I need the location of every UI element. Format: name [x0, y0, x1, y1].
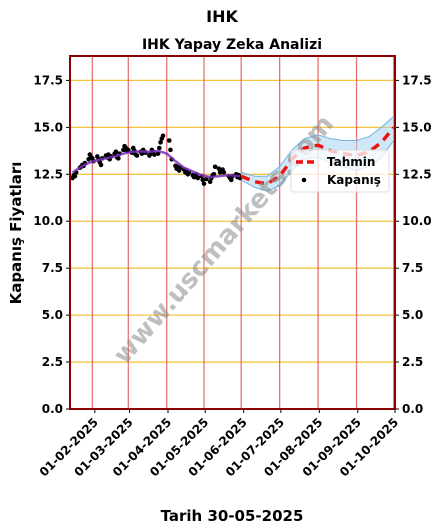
- close-point: [134, 153, 140, 158]
- trend-line: [71, 149, 240, 179]
- close-point: [195, 175, 201, 181]
- close-point: [157, 145, 162, 151]
- close-point: [72, 173, 78, 179]
- series: [70, 126, 396, 186]
- y-tick-label-left: 12.5: [33, 167, 63, 181]
- close-point: [113, 149, 119, 155]
- y-tick-label-right: 15.0: [402, 120, 432, 134]
- y-tick-label-right: 5.0: [402, 308, 423, 322]
- close-point: [116, 156, 121, 161]
- close-point: [228, 177, 234, 183]
- close-point: [212, 164, 218, 170]
- y-tick-label-left: 2.5: [42, 355, 63, 369]
- y-tick-label-left: 10.0: [33, 214, 63, 228]
- close-point: [126, 147, 131, 153]
- close-point: [152, 152, 157, 157]
- y-tick-label-left: 17.5: [33, 73, 63, 87]
- legend-close-label: Kapanış: [327, 173, 381, 187]
- legend-forecast-label: Tahmin: [327, 155, 375, 169]
- close-point: [201, 181, 207, 186]
- chart-title: IHK Yapay Zeka Analizi: [142, 37, 322, 53]
- close-point: [160, 133, 166, 139]
- close-point: [155, 151, 161, 156]
- plot-frame: [69, 55, 396, 410]
- figure-title: IHK: [206, 7, 238, 26]
- close-point: [207, 179, 213, 185]
- y-tick-label-left: 0.0: [42, 402, 63, 416]
- close-point: [158, 140, 163, 145]
- x-tick-label: 01-02-2025: [37, 415, 101, 479]
- legend-close-swatch: [301, 177, 307, 183]
- close-point: [98, 162, 104, 168]
- close-point: [168, 147, 173, 153]
- y-tick-label-right: 2.5: [402, 355, 423, 369]
- close-point: [200, 177, 206, 183]
- close-point: [166, 138, 172, 143]
- y-tick-label-left: 15.0: [33, 120, 63, 134]
- y-tick-label-right: 17.5: [402, 73, 432, 87]
- close-point: [204, 176, 209, 182]
- x-axis-label: Tarih 30-05-2025: [161, 507, 304, 525]
- y-tick-label-left: 5.0: [42, 308, 63, 322]
- legend-box: [290, 149, 390, 193]
- y-tick-label-right: 0.0: [402, 402, 423, 416]
- close-point: [221, 170, 227, 175]
- y-tick-label-right: 10.0: [402, 214, 432, 228]
- legend: Tahmin Kapanış: [290, 149, 390, 193]
- forecast-line: [240, 126, 396, 186]
- y-axis-label: Kapanış Fiyatları: [7, 162, 25, 305]
- y-tick-label-left: 7.5: [42, 261, 63, 275]
- y-tick-label-right: 7.5: [402, 261, 423, 275]
- y-tick-label-right: 12.5: [402, 167, 432, 181]
